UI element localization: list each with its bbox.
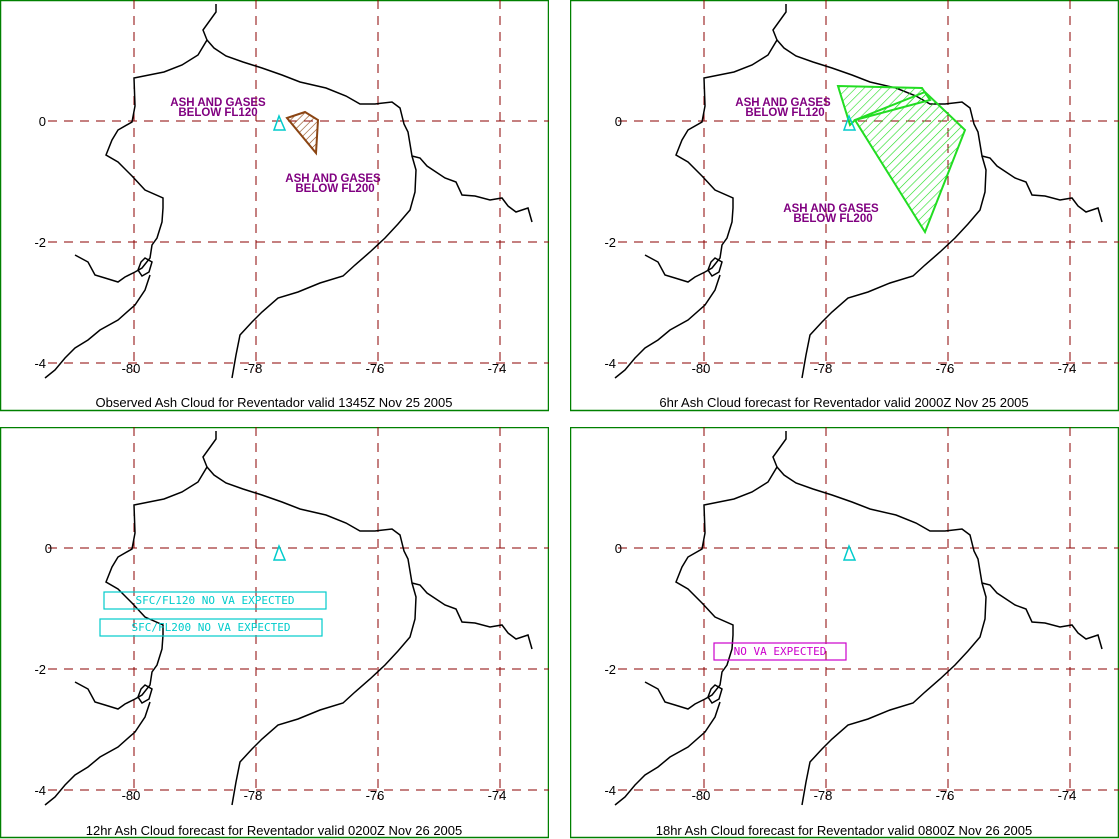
lon-tick: -78 bbox=[814, 788, 833, 803]
lat-tick: -4 bbox=[34, 356, 46, 371]
ash-label-fl200-line1: ASH AND GASES bbox=[783, 203, 879, 215]
lat-tick: 0 bbox=[615, 541, 622, 556]
lon-tick: -74 bbox=[1058, 788, 1077, 803]
lat-tick: -4 bbox=[34, 783, 46, 798]
ash-label-fl120-line2: BELOW FL120 bbox=[178, 107, 257, 119]
panel-title: 12hr Ash Cloud forecast for Reventador v… bbox=[86, 823, 463, 838]
volcano-triangle-icon bbox=[842, 113, 857, 131]
panel-title: 6hr Ash Cloud forecast for Reventador va… bbox=[659, 395, 1028, 410]
panel-18hr: NO VA EXPECTED -80 -78 -76 -74 0 -2 -4 1… bbox=[570, 427, 1119, 839]
ash-label-fl120-line1: ASH AND GASES bbox=[735, 97, 831, 109]
lon-tick: -76 bbox=[366, 788, 385, 803]
lon-tick: -78 bbox=[814, 361, 833, 376]
panel-frame bbox=[0, 427, 549, 839]
map-panel: NO VA EXPECTED -80 -78 -76 -74 0 -2 -4 1… bbox=[570, 427, 1119, 839]
lon-tick: -80 bbox=[122, 361, 141, 376]
panel-frame bbox=[570, 427, 1119, 839]
lon-tick: -74 bbox=[488, 788, 507, 803]
ash-label-fl120-line1: ASH AND GASES bbox=[170, 97, 266, 109]
no-va-text: SFC/FL120 NO VA EXPECTED bbox=[136, 594, 295, 607]
ash-label-fl120-line2: BELOW FL120 bbox=[745, 107, 824, 119]
coastline bbox=[44, 4, 533, 379]
lat-tick: 0 bbox=[39, 114, 46, 129]
panel-frame bbox=[0, 0, 549, 412]
lon-tick: -76 bbox=[366, 361, 385, 376]
ash-label-fl200-line2: BELOW FL200 bbox=[793, 213, 872, 225]
lat-tick: -4 bbox=[604, 356, 616, 371]
coastline bbox=[44, 431, 533, 806]
lat-tick: -2 bbox=[34, 235, 46, 250]
no-va-box-fl120: SFC/FL120 NO VA EXPECTED bbox=[103, 591, 327, 610]
lon-tick: -78 bbox=[244, 361, 263, 376]
no-va-text: SFC/FL200 NO VA EXPECTED bbox=[132, 621, 291, 634]
lat-tick: -2 bbox=[604, 235, 616, 250]
no-va-box-fl200: SFC/FL200 NO VA EXPECTED bbox=[99, 618, 323, 637]
volcano-triangle-icon bbox=[272, 543, 287, 561]
map-panel: ASH AND GASES BELOW FL120 ASH AND GASES … bbox=[570, 0, 1119, 412]
lon-tick: -76 bbox=[936, 788, 955, 803]
no-va-box: NO VA EXPECTED bbox=[713, 642, 847, 661]
ash-cloud-fl200 bbox=[285, 110, 320, 156]
lon-tick: -80 bbox=[122, 788, 141, 803]
panel-12hr: SFC/FL120 NO VA EXPECTED SFC/FL200 NO VA… bbox=[0, 427, 549, 839]
panel-6hr: ASH AND GASES BELOW FL120 ASH AND GASES … bbox=[570, 0, 1119, 412]
no-va-text: NO VA EXPECTED bbox=[734, 645, 827, 658]
volcano-triangle-icon bbox=[272, 113, 287, 131]
coastline bbox=[614, 431, 1103, 806]
lon-tick: -80 bbox=[692, 788, 711, 803]
lon-tick: -76 bbox=[936, 361, 955, 376]
lon-tick: -78 bbox=[244, 788, 263, 803]
lat-tick: -2 bbox=[34, 662, 46, 677]
map-panel: SFC/FL120 NO VA EXPECTED SFC/FL200 NO VA… bbox=[0, 427, 549, 839]
lat-tick: -4 bbox=[604, 783, 616, 798]
panel-title: 18hr Ash Cloud forecast for Reventador v… bbox=[656, 823, 1033, 838]
lon-tick: -80 bbox=[692, 361, 711, 376]
panel-title: Observed Ash Cloud for Reventador valid … bbox=[96, 395, 453, 410]
panel-observed: ASH AND GASES BELOW FL120 ASH AND GASES … bbox=[0, 0, 549, 412]
ash-label-fl200-line1: ASH AND GASES bbox=[285, 173, 381, 185]
map-panel: ASH AND GASES BELOW FL120 ASH AND GASES … bbox=[0, 0, 549, 412]
coastline bbox=[614, 4, 1103, 379]
lat-tick: 0 bbox=[45, 541, 52, 556]
lon-tick: -74 bbox=[1058, 361, 1077, 376]
lat-tick: 0 bbox=[615, 114, 622, 129]
lat-tick: -2 bbox=[604, 662, 616, 677]
lon-tick: -74 bbox=[488, 361, 507, 376]
ash-label-fl200-line2: BELOW FL200 bbox=[295, 183, 374, 195]
volcano-triangle-icon bbox=[842, 543, 857, 561]
